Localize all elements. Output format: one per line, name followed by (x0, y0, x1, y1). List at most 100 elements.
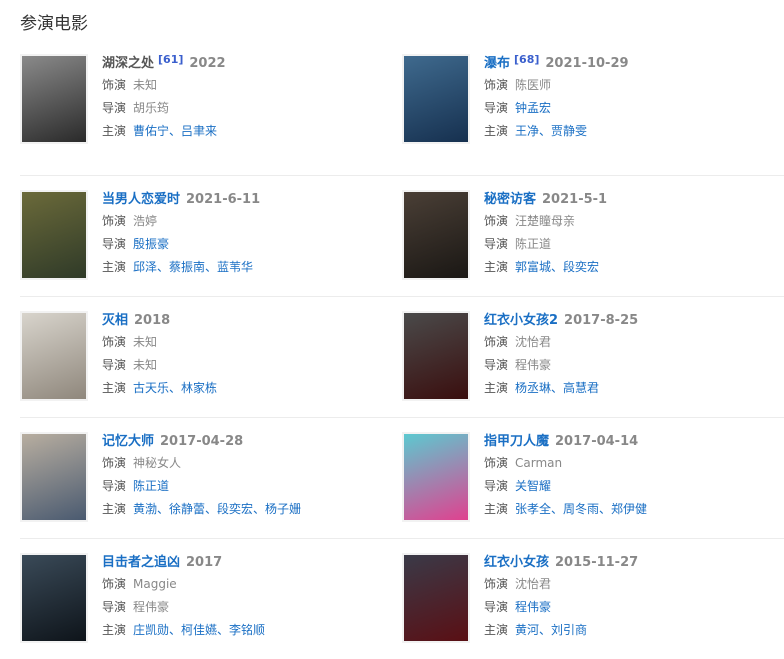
movie-row: 灭相 2018 饰演 未知 导演 未知 主演 古天乐、林家栋 红衣小女孩2 2017-8-… (20, 296, 784, 417)
cast-links[interactable]: 黄河、刘引商 (515, 623, 588, 637)
role-value: 未知 (133, 78, 158, 92)
movie-title-link[interactable]: 瀑布 (484, 56, 511, 71)
role-label: 饰演 (102, 78, 127, 92)
movie-item: 红衣小女孩 2015-11-27 饰演 沈怡君 导演 程伟豪 主演 黄河、刘引商 (402, 539, 784, 659)
role-label: 饰演 (484, 214, 509, 228)
cast-links[interactable]: 曹佑宁、吕聿来 (133, 124, 218, 138)
movie-poster[interactable] (20, 311, 88, 401)
movie-poster[interactable] (20, 553, 88, 643)
role-value: 汪楚瞳母亲 (515, 214, 576, 228)
role-label: 饰演 (102, 577, 127, 591)
role-label: 饰演 (102, 456, 127, 470)
movie-poster[interactable] (20, 54, 88, 144)
cast-label: 主演 (102, 502, 127, 516)
director-label: 导演 (102, 237, 127, 251)
movie-item: 记忆大师 2017-04-28 饰演 神秘女人 导演 陈正道 主演 黄渤、徐静蕾、段奕宏… (20, 418, 402, 538)
movie-row: 目击者之追凶 2017 饰演 Maggie 导演 程伟豪 主演 庄凯勋、柯佳嬿、李铭顺 … (20, 538, 784, 659)
cast-links[interactable]: 邱泽、蔡振南、蓝苇华 (133, 260, 254, 274)
role-value: 沈怡君 (515, 577, 552, 591)
director-value: 陈正道 (515, 237, 552, 251)
director-label: 导演 (484, 479, 509, 493)
movie-score: [68] (514, 53, 540, 66)
role-value: 沈怡君 (515, 335, 552, 349)
role-value: Maggie (133, 577, 177, 591)
movie-item: 秘密访客 2021-5-1 饰演 汪楚瞳母亲 导演 陈正道 主演 郭富城、段奕宏 (402, 176, 784, 296)
movie-date: 2015-11-27 (555, 555, 639, 570)
movie-item: 目击者之追凶 2017 饰演 Maggie 导演 程伟豪 主演 庄凯勋、柯佳嬿、李铭顺 (20, 539, 402, 659)
movie-title-link[interactable]: 灭相 (102, 313, 129, 328)
movie-poster[interactable] (20, 190, 88, 280)
movie-date: 2018 (134, 313, 171, 328)
movie-title-link[interactable]: 秘密访客 (484, 192, 537, 207)
director-value[interactable]: 陈正道 (133, 479, 170, 493)
cast-label: 主演 (102, 260, 127, 274)
movie-item: 指甲刀人魔 2017-04-14 饰演 Carman 导演 关智耀 主演 张孝全、周冬雨… (402, 418, 784, 538)
director-value: 程伟豪 (515, 358, 552, 372)
role-value: 未知 (133, 335, 158, 349)
director-label: 导演 (484, 358, 509, 372)
director-value: 程伟豪 (133, 600, 170, 614)
cast-links[interactable]: 庄凯勋、柯佳嬿、李铭顺 (133, 623, 266, 637)
movie-poster[interactable] (402, 54, 470, 144)
cast-label: 主演 (484, 381, 509, 395)
role-label: 饰演 (484, 335, 509, 349)
cast-label: 主演 (484, 124, 509, 138)
movie-poster[interactable] (402, 190, 470, 280)
movie-score: [61] (158, 53, 184, 66)
role-value: 陈医师 (515, 78, 552, 92)
movie-poster[interactable] (402, 311, 470, 401)
movie-title-link[interactable]: 记忆大师 (102, 434, 155, 449)
movie-title-link[interactable]: 指甲刀人魔 (484, 434, 550, 449)
movie-item: 瀑布 [68] 2021-10-29 饰演 陈医师 导演 钟孟宏 主演 王净、贾静雯 (402, 53, 784, 175)
director-value[interactable]: 殷振豪 (133, 237, 170, 251)
director-value[interactable]: 程伟豪 (515, 600, 552, 614)
movie-date: 2017 (186, 555, 223, 570)
director-label: 导演 (102, 101, 127, 115)
director-label: 导演 (484, 600, 509, 614)
role-value: 神秘女人 (133, 456, 182, 470)
movie-date: 2021-6-11 (186, 192, 261, 207)
director-value: 胡乐筠 (133, 101, 170, 115)
movie-date: 2022 (189, 56, 226, 71)
cast-label: 主演 (484, 502, 509, 516)
cast-links[interactable]: 郭富城、段奕宏 (515, 260, 600, 274)
movie-date: 2017-8-25 (564, 313, 639, 328)
movie-row: 当男人恋爱时 2021-6-11 饰演 浩婷 导演 殷振豪 主演 邱泽、蔡振南、蓝苇华 … (20, 175, 784, 296)
movie-row: 记忆大师 2017-04-28 饰演 神秘女人 导演 陈正道 主演 黄渤、徐静蕾、段奕宏… (20, 417, 784, 538)
movie-date: 2021-5-1 (542, 192, 608, 207)
director-value[interactable]: 钟孟宏 (515, 101, 552, 115)
director-label: 导演 (102, 479, 127, 493)
movie-item: 湖深之处 [61] 2022 饰演 未知 导演 胡乐筠 主演 曹佑宁、吕聿来 (20, 53, 402, 175)
cast-label: 主演 (102, 623, 127, 637)
cast-links[interactable]: 王净、贾静雯 (515, 124, 588, 138)
role-value: Carman (515, 456, 563, 470)
cast-links[interactable]: 古天乐、林家栋 (133, 381, 218, 395)
cast-label: 主演 (102, 124, 127, 138)
movie-date: 2017-04-14 (555, 434, 639, 449)
movie-title-link[interactable]: 当男人恋爱时 (102, 192, 181, 207)
movie-title-link[interactable]: 红衣小女孩2 (484, 313, 559, 328)
cast-label: 主演 (484, 623, 509, 637)
movie-title-link[interactable]: 红衣小女孩 (484, 555, 550, 570)
movie-poster[interactable] (402, 432, 470, 522)
movie-grid: 湖深之处 [61] 2022 饰演 未知 导演 胡乐筠 主演 曹佑宁、吕聿来 瀑布 [68]… (20, 53, 784, 659)
movie-poster[interactable] (402, 553, 470, 643)
director-label: 导演 (102, 600, 127, 614)
movie-item: 灭相 2018 饰演 未知 导演 未知 主演 古天乐、林家栋 (20, 297, 402, 417)
director-label: 导演 (484, 101, 509, 115)
director-value: 未知 (133, 358, 158, 372)
role-label: 饰演 (484, 456, 509, 470)
movie-title-link[interactable]: 目击者之追凶 (102, 555, 181, 570)
director-label: 导演 (484, 237, 509, 251)
cast-label: 主演 (484, 260, 509, 274)
cast-links[interactable]: 张孝全、周冬雨、郑伊健 (515, 502, 648, 516)
cast-links[interactable]: 杨丞琳、高慧君 (515, 381, 600, 395)
movie-item: 当男人恋爱时 2021-6-11 饰演 浩婷 导演 殷振豪 主演 邱泽、蔡振南、蓝苇华 (20, 176, 402, 296)
movie-date: 2017-04-28 (160, 434, 244, 449)
role-value: 浩婷 (133, 214, 158, 228)
role-label: 饰演 (102, 335, 127, 349)
movie-poster[interactable] (20, 432, 88, 522)
cast-links[interactable]: 黄渤、徐静蕾、段奕宏、杨子姗 (133, 502, 302, 516)
director-value[interactable]: 关智耀 (515, 479, 552, 493)
cast-label: 主演 (102, 381, 127, 395)
